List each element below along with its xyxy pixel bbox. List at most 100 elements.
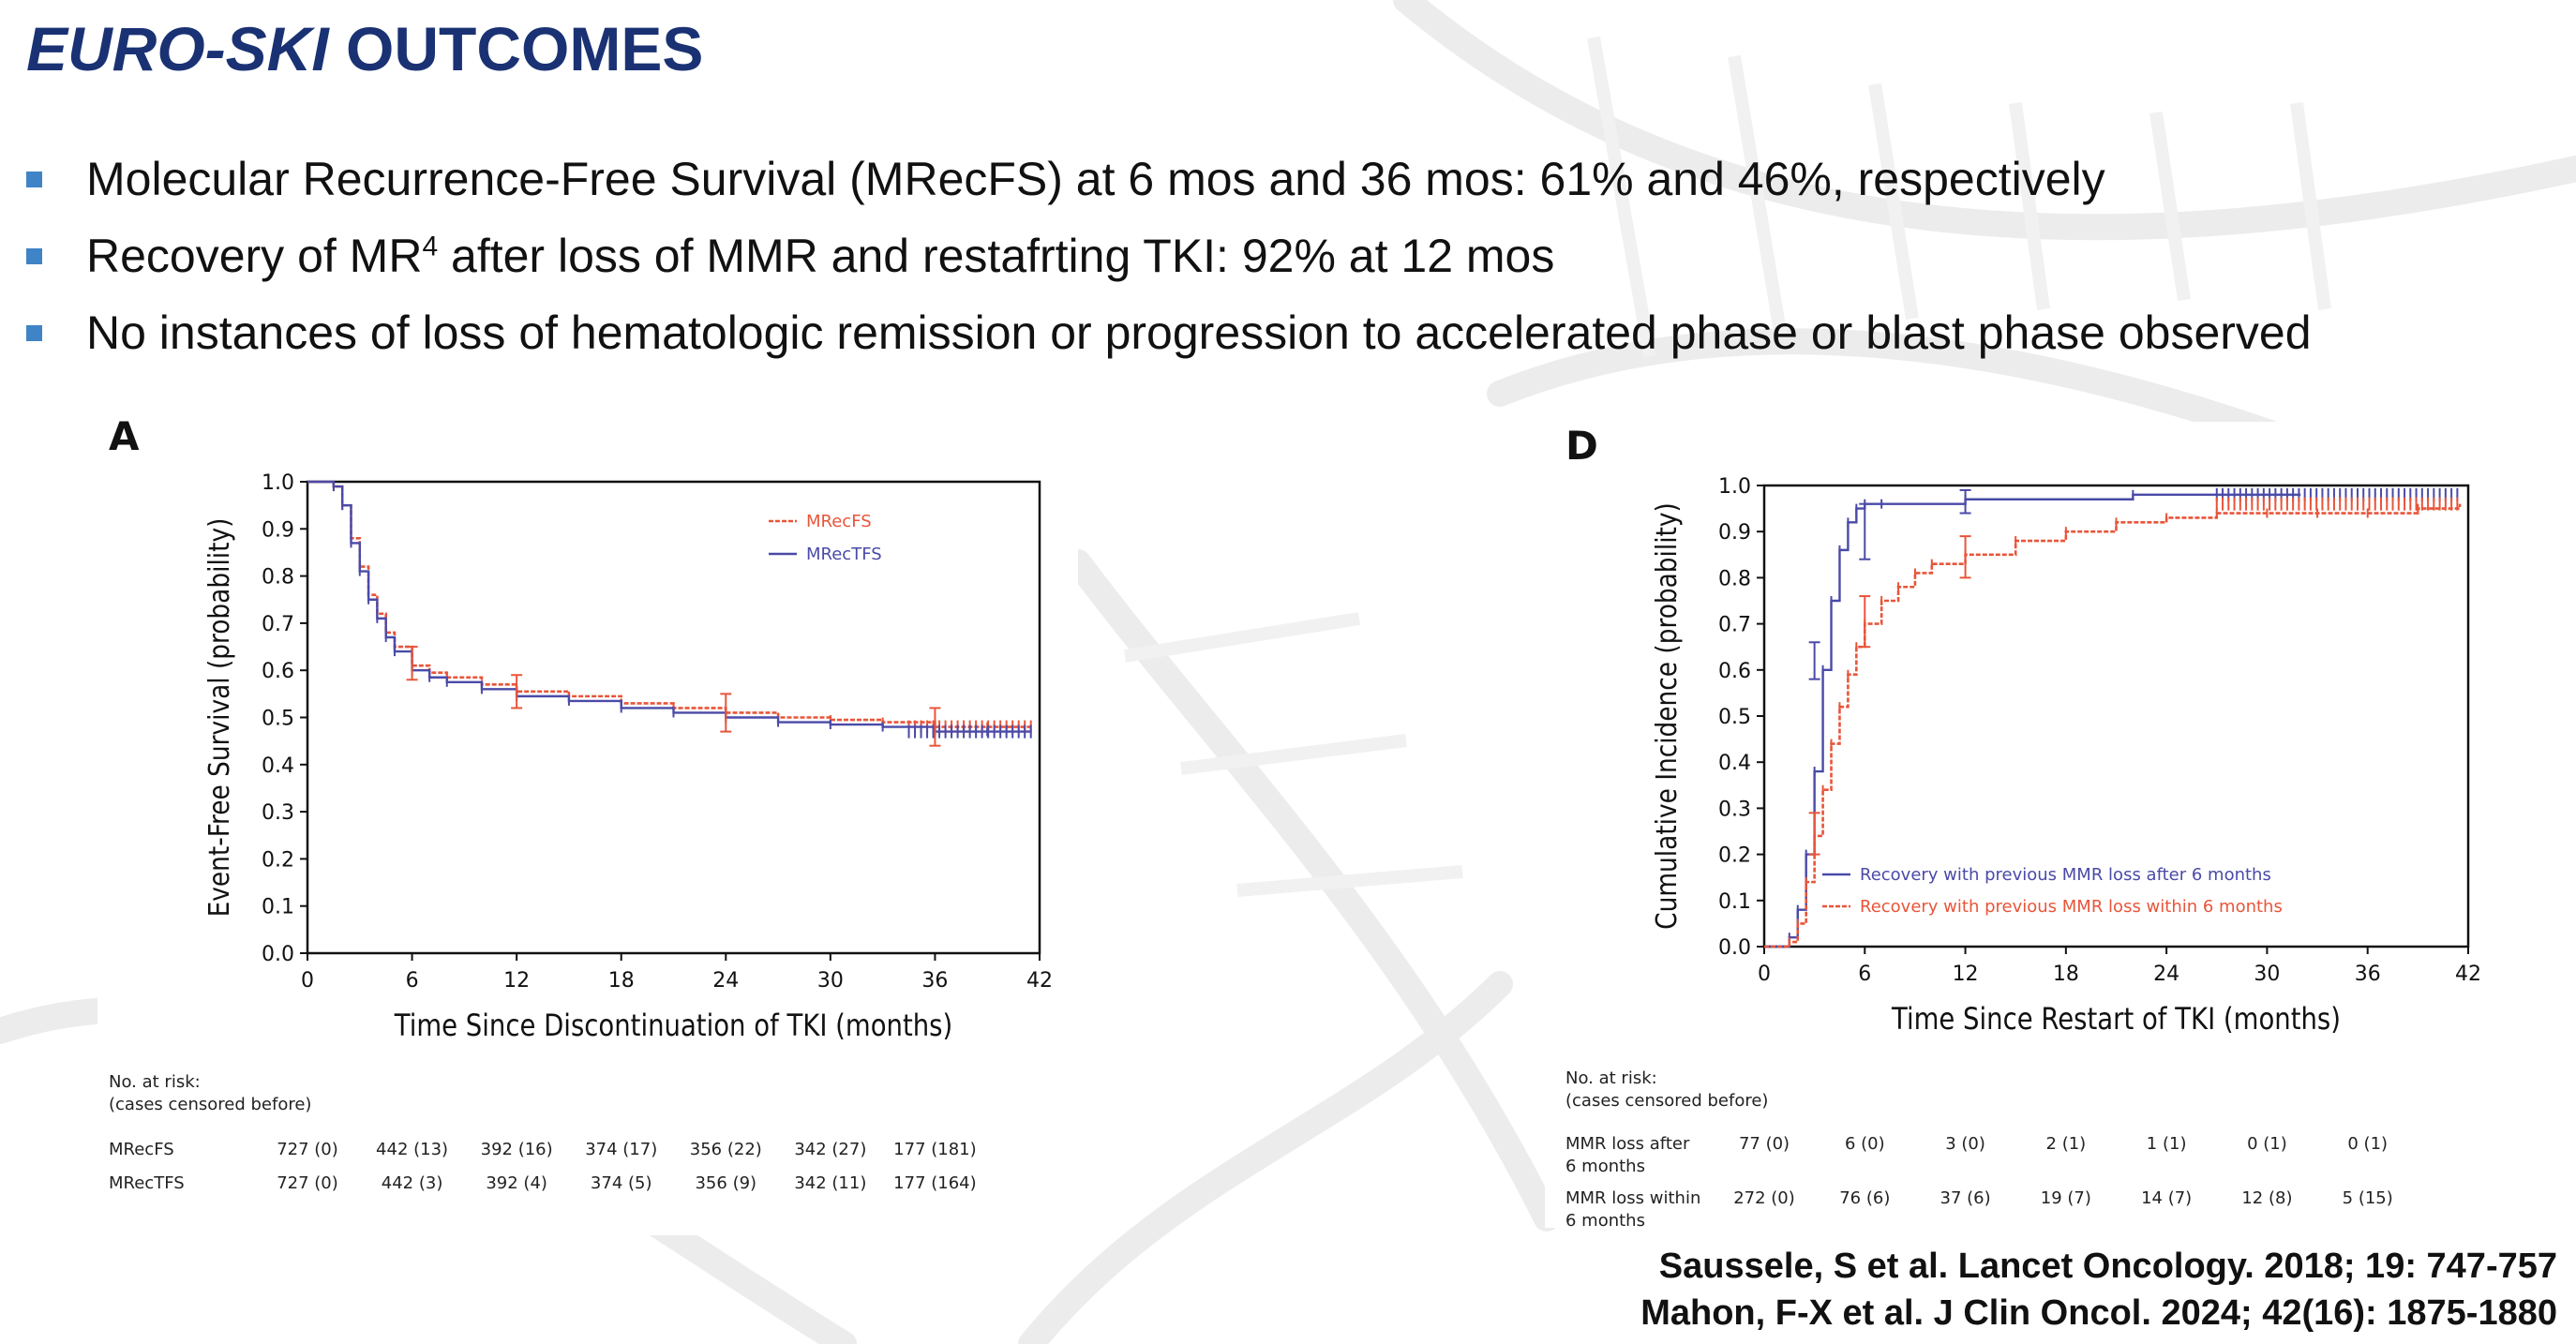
risk-table-cell: 177 (164): [893, 1173, 976, 1193]
chart-panel-a: A 0.0 0.1 0.2 0.3 0.4 0.5 0.6 0.7 0.8 0.9 1.0 0 6 12 18…: [97, 405, 1078, 1235]
panel-label: A: [109, 413, 140, 459]
citation-1: Saussele, S et al. Lancet Oncology. 2018…: [1658, 1247, 2557, 1286]
bullet-text-after: after loss of MMR and restafrting TKI: 9…: [438, 230, 1555, 282]
bullet-marker: [26, 248, 42, 264]
risk-table-cell: 272 (0): [1733, 1188, 1795, 1208]
slide-title-rest: OUTCOMES: [328, 14, 704, 83]
y-tick-label: 0.6: [1718, 660, 1751, 683]
y-tick-label: 0.3: [262, 801, 294, 825]
y-tick-label: 0.5: [262, 708, 294, 731]
series-line-1: [307, 480, 1031, 728]
risk-table-cell: 442 (13): [376, 1140, 448, 1159]
y-tick-label: 0.1: [262, 896, 294, 919]
risk-table-row-label: MMR loss within: [1565, 1188, 1700, 1208]
bullet-text: Molecular Recurrence-Free Survival (MRec…: [86, 141, 2105, 217]
risk-table-cell: 392 (4): [486, 1173, 547, 1193]
x-tick-label: 42: [2455, 963, 2481, 986]
risk-table-row-label: MMR loss after: [1565, 1134, 1690, 1154]
legend-label: Recovery with previous MMR loss after 6 …: [1860, 865, 2271, 885]
bullet-list: Molecular Recurrence-Free Survival (MRec…: [26, 141, 2557, 371]
risk-table-cell: 727 (0): [277, 1140, 338, 1159]
risk-table-cell: 374 (17): [585, 1140, 657, 1159]
chart-panel-d: D 0.0 0.1 0.2 0.3 0.4 0.5 0.6 0.7 0.8 0.9 1.0 0 6 12 18…: [1545, 422, 2576, 1228]
risk-table-cell: 1 (1): [2147, 1134, 2187, 1154]
y-tick-label: 0.8: [262, 566, 294, 590]
x-axis-label: Time Since Restart of TKI (months): [1891, 1002, 2341, 1038]
y-tick-label: 0.8: [1718, 567, 1751, 590]
risk-table-cell: 6 (0): [1845, 1134, 1885, 1154]
risk-table-cell: 374 (5): [591, 1173, 652, 1193]
plot-frame: [306, 480, 1041, 955]
bullet-item: No instances of loss of hematologic remi…: [26, 294, 2557, 371]
risk-table-cell: 0 (1): [2347, 1134, 2388, 1154]
risk-table-cell: 0 (1): [2247, 1134, 2287, 1154]
risk-table-cell: 2 (1): [2046, 1134, 2087, 1154]
bullet-superscript: 4: [422, 231, 439, 262]
y-tick-label: 0.5: [1718, 706, 1751, 729]
risk-table-row-label: MRecFS: [109, 1140, 174, 1159]
x-tick-label: 12: [1953, 963, 1979, 986]
y-tick-label: 1.0: [1718, 475, 1751, 499]
bullet-item: Molecular Recurrence-Free Survival (MRec…: [26, 141, 2557, 217]
x-tick-label: 12: [503, 969, 530, 993]
bullet-text: Recovery of MR4 after loss of MMR and re…: [86, 217, 1554, 294]
x-tick-label: 6: [1858, 963, 1871, 986]
risk-table-cell: 177 (181): [893, 1140, 976, 1159]
x-tick-label: 36: [2355, 963, 2381, 986]
risk-table-cell: 727 (0): [277, 1173, 338, 1193]
bullet-text-main: No instances of loss of hematologic remi…: [86, 306, 2312, 359]
y-tick-label: 0.9: [262, 518, 294, 542]
risk-table-row-label: 6 months: [1565, 1157, 1645, 1176]
risk-table-cell: 14 (7): [2141, 1188, 2192, 1208]
legend-label: MRecTFS: [806, 545, 882, 564]
y-tick-label: 0.7: [1718, 614, 1751, 637]
risk-table-row-label: 6 months: [1565, 1211, 1645, 1228]
risk-table-row-label: MRecTFS: [109, 1173, 185, 1193]
risk-table-cell: 342 (11): [794, 1173, 866, 1193]
x-tick-label: 24: [712, 969, 739, 993]
x-axis-label: Time Since Discontinuation of TKI (month…: [394, 1008, 952, 1044]
risk-table-subheader: (cases censored before): [109, 1095, 311, 1114]
risk-table-cell: 37 (6): [1940, 1188, 1991, 1208]
bullet-marker: [26, 172, 42, 187]
x-tick-label: 30: [2254, 963, 2280, 986]
y-tick-label: 0.6: [262, 660, 294, 683]
chart-d-svg: D 0.0 0.1 0.2 0.3 0.4 0.5 0.6 0.7 0.8 0.9 1.0 0 6 12 18…: [1565, 423, 2481, 1228]
citation-2: Mahon, F-X et al. J Clin Oncol. 2024; 42…: [1640, 1293, 2557, 1333]
bullet-text: No instances of loss of hematologic remi…: [86, 294, 2312, 371]
risk-table-cell: 3 (0): [1945, 1134, 1985, 1154]
risk-table-subheader: (cases censored before): [1565, 1091, 1768, 1111]
risk-table-cell: 342 (27): [794, 1140, 866, 1159]
x-tick-label: 6: [406, 969, 419, 993]
risk-table-cell: 5 (15): [2343, 1188, 2393, 1208]
x-tick-label: 24: [2153, 963, 2179, 986]
chart-a-svg: A 0.0 0.1 0.2 0.3 0.4 0.5 0.6 0.7 0.8 0.9 1.0 0 6 12 18…: [109, 413, 1053, 1193]
y-tick-label: 0.3: [1718, 798, 1751, 821]
y-axis-label: Cumulative Incidence (probability): [1650, 502, 1683, 930]
risk-table-cell: 12 (8): [2241, 1188, 2292, 1208]
bullet-text-main: Recovery of MR: [86, 230, 423, 282]
y-tick-label: 0.0: [262, 943, 294, 966]
risk-table-cell: 356 (22): [690, 1140, 762, 1159]
risk-table-cell: 356 (9): [695, 1173, 756, 1193]
y-tick-label: 0.1: [1718, 890, 1751, 914]
slide-title-italic: EURO-SKI: [26, 14, 329, 83]
x-tick-label: 30: [817, 969, 844, 993]
bullet-marker: [26, 325, 42, 341]
x-tick-label: 0: [1758, 963, 1771, 986]
x-tick-label: 42: [1026, 969, 1053, 993]
y-tick-label: 0.7: [262, 613, 294, 636]
y-axis-label: Event-Free Survival (probability): [202, 518, 235, 918]
bullet-item: Recovery of MR4 after loss of MMR and re…: [26, 217, 2557, 294]
y-tick-label: 0.2: [262, 848, 294, 872]
risk-table-cell: 77 (0): [1739, 1134, 1790, 1154]
y-tick-label: 0.2: [1718, 844, 1751, 868]
y-tick-label: 0.9: [1718, 521, 1751, 545]
bullet-text-main: Molecular Recurrence-Free Survival (MRec…: [86, 153, 2105, 205]
y-tick-label: 0.4: [262, 754, 294, 778]
slide-title: EURO-SKI OUTCOMES: [26, 13, 703, 84]
risk-table-header: No. at risk:: [109, 1072, 201, 1092]
x-tick-label: 0: [301, 969, 314, 993]
x-tick-label: 18: [608, 969, 635, 993]
y-tick-label: 0.0: [1718, 936, 1751, 960]
